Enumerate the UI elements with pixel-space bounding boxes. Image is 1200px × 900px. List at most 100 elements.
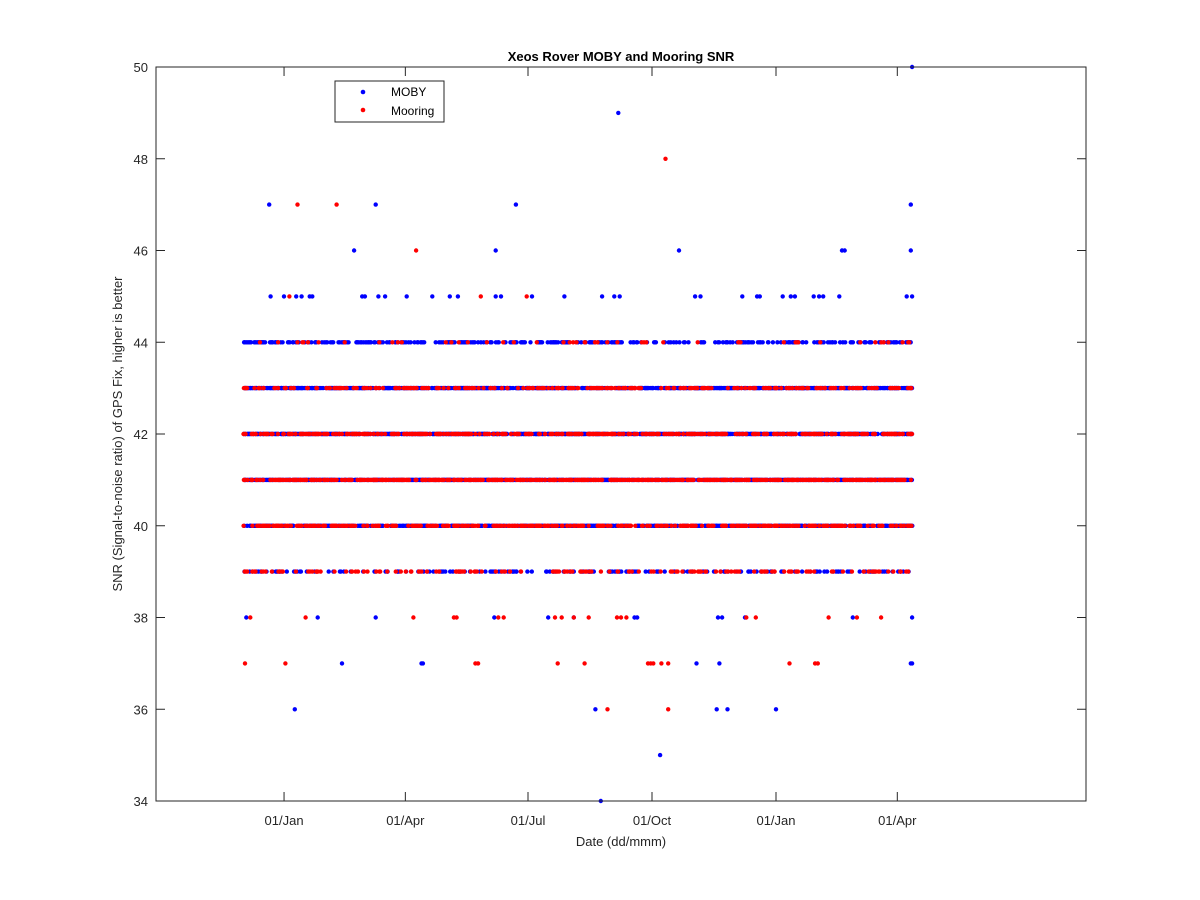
data-point-mooring <box>491 431 496 437</box>
data-point-mooring <box>395 340 401 345</box>
data-point-moby <box>472 340 477 345</box>
data-point-mooring <box>718 569 723 574</box>
data-point-moby <box>908 202 913 207</box>
data-point-mooring <box>424 569 430 574</box>
data-point-mooring <box>574 340 579 345</box>
legend-marker-mooring <box>360 107 366 113</box>
data-point-moby <box>325 340 330 345</box>
y-tick-label: 40 <box>134 519 148 534</box>
data-point-mooring <box>651 569 656 574</box>
data-point-mooring <box>666 707 671 712</box>
data-point-mooring <box>819 477 824 483</box>
data-point-moby <box>612 294 617 299</box>
data-point-mooring <box>754 523 759 528</box>
data-point-mooring <box>629 569 634 574</box>
data-point-mooring <box>365 569 370 574</box>
data-point-mooring <box>316 340 321 345</box>
data-point-mooring <box>503 431 508 437</box>
data-point-moby <box>766 340 771 345</box>
data-point-mooring <box>559 615 564 620</box>
data-point-mooring <box>601 523 606 528</box>
data-point-mooring <box>534 340 539 345</box>
data-point-mooring <box>621 431 626 437</box>
data-point-mooring <box>379 431 384 437</box>
data-point-mooring <box>753 615 758 620</box>
data-point-mooring <box>676 431 682 437</box>
data-point-mooring <box>813 523 818 528</box>
data-point-mooring <box>698 569 704 574</box>
data-point-mooring <box>764 569 769 574</box>
data-point-mooring <box>368 431 373 437</box>
data-point-moby <box>496 340 501 345</box>
data-point-mooring <box>725 385 731 391</box>
data-point-moby <box>455 294 461 299</box>
data-point-mooring <box>441 477 447 483</box>
data-point-mooring <box>861 569 866 574</box>
y-tick-label: 46 <box>134 244 148 259</box>
data-point-mooring <box>651 661 656 666</box>
data-point-mooring <box>403 569 408 574</box>
data-point-mooring <box>890 523 895 528</box>
data-point-mooring <box>628 523 634 528</box>
data-point-moby <box>850 615 855 620</box>
data-point-mooring <box>781 340 786 345</box>
data-point-moby <box>719 615 725 620</box>
data-point-mooring <box>242 661 248 666</box>
data-point-mooring <box>499 477 504 483</box>
data-point-mooring <box>898 569 903 574</box>
data-point-mooring <box>378 569 383 574</box>
data-point-mooring <box>673 523 678 528</box>
data-point-mooring <box>476 523 481 528</box>
data-point-mooring <box>543 477 548 483</box>
data-point-mooring <box>572 523 577 528</box>
data-point-mooring <box>656 477 661 483</box>
data-point-mooring <box>711 523 716 528</box>
data-point-moby <box>498 294 504 299</box>
data-point-mooring <box>709 385 714 391</box>
data-point-mooring <box>477 431 482 437</box>
data-point-moby <box>599 294 605 299</box>
data-point-mooring <box>364 385 370 391</box>
data-point-mooring <box>586 615 591 620</box>
data-point-mooring <box>896 385 902 391</box>
data-point-mooring <box>361 523 366 528</box>
data-point-mooring <box>702 431 707 437</box>
data-point-mooring <box>446 431 451 437</box>
data-point-mooring <box>576 385 581 391</box>
data-point-mooring <box>909 431 915 437</box>
data-point-mooring <box>275 431 281 437</box>
x-axis-label: Date (dd/mmm) <box>576 834 666 849</box>
data-point-moby <box>514 569 519 574</box>
data-point-mooring <box>655 523 661 528</box>
data-point-mooring <box>624 615 629 620</box>
data-point-mooring <box>543 431 548 437</box>
data-point-moby <box>619 569 624 574</box>
data-point-mooring <box>583 340 588 345</box>
data-point-mooring <box>706 385 711 391</box>
data-point-mooring <box>287 294 292 299</box>
data-point-moby <box>447 294 452 299</box>
data-point-mooring <box>305 340 311 345</box>
data-point-mooring <box>245 569 250 574</box>
data-point-mooring <box>664 523 670 528</box>
data-point-mooring <box>796 340 801 345</box>
data-point-mooring <box>782 569 787 574</box>
data-point-moby <box>811 294 816 299</box>
data-point-mooring <box>723 523 729 528</box>
data-point-moby <box>294 294 299 299</box>
data-point-moby <box>657 752 663 758</box>
data-point-mooring <box>614 615 620 620</box>
y-tick-label: 48 <box>134 152 148 167</box>
data-point-mooring <box>556 569 562 574</box>
data-point-mooring <box>252 385 257 391</box>
data-point-moby <box>408 340 413 345</box>
data-point-mooring <box>872 431 878 437</box>
data-point-mooring <box>826 615 831 620</box>
data-point-mooring <box>553 477 558 483</box>
data-point-moby <box>674 340 679 345</box>
data-point-mooring <box>441 385 446 391</box>
data-point-mooring <box>666 661 671 666</box>
data-point-mooring <box>831 477 836 483</box>
x-tick-label: 01/Apr <box>878 813 917 828</box>
data-point-mooring <box>628 431 633 437</box>
